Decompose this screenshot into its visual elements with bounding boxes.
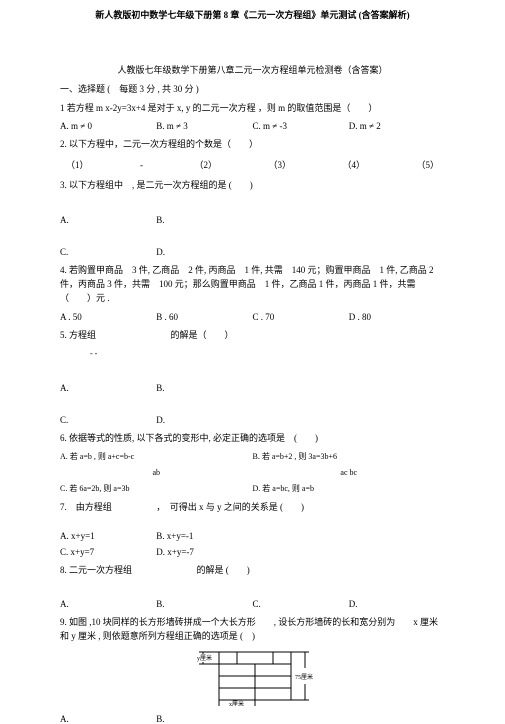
q8-opt-d: D.	[349, 599, 445, 609]
q9: 9. 如图 ,10 块同样的长方形墙砖拼成一个大长方形 , 设长方形墙砖的长和宽…	[60, 615, 445, 644]
q2-sub1-dash: -	[140, 158, 143, 172]
q7-opt-b: B. x+y=-1	[156, 531, 252, 541]
q3-row1: A. B.	[60, 215, 445, 225]
q4-options: A . 50 B . 60 C . 70 D . 80	[60, 312, 445, 322]
q8-opt-c: C.	[253, 599, 349, 609]
q5-row1: A. B.	[60, 383, 445, 393]
fig-label-right: 75厘米	[295, 673, 313, 681]
q8-options: A. B. C. D.	[60, 599, 445, 609]
q7-row1: A. x+y=1 B. x+y=-1	[60, 531, 445, 541]
q2-sub2: （2）	[194, 158, 217, 172]
q9-opt-b: B.	[156, 714, 252, 724]
q5-opt-b: B.	[156, 383, 252, 393]
q3-opt-d: D.	[156, 247, 252, 257]
q4-opt-d: D . 80	[349, 312, 445, 322]
q2-sub3: （3）	[268, 158, 291, 172]
q1-opt-a: A. m ≠ 0	[60, 121, 156, 131]
q6-row2: C. 若 6a=2b, 则 a=3b D. 若 a=bc, 则 a=b	[60, 483, 445, 494]
section1-heading: 一、选择题 ( 每题 3 分 , 共 30 分 )	[60, 82, 445, 95]
q7-opt-d: D. x+y=-7	[156, 547, 252, 557]
q2-subs: （1） - （2） （3） （4） （5）	[60, 158, 445, 172]
q5-opt-d: D.	[156, 415, 252, 425]
q3: 3. 以下方程组中 , 是二元一次方程组的是 ( )	[60, 178, 445, 192]
subtitle: 人教版七年级数学下册第八章二元一次方程组单元检测卷（含答案）	[60, 63, 445, 76]
fig-label-bottom: x厘米	[229, 700, 244, 706]
q1-options: A. m ≠ 0 B. m ≠ 3 C. m ≠ -3 D. m ≠ 2	[60, 121, 445, 131]
q6-opt-b: B. 若 a=b+2 , 则 3a=3b+6	[253, 451, 446, 462]
q2-sub5: （5）	[416, 158, 439, 172]
q9-options: A. B.	[60, 714, 445, 724]
q9-figure: y厘米 75厘米 x厘米	[60, 650, 445, 708]
q1-opt-d: D. m ≠ 2	[349, 121, 445, 131]
q6-sub-r: ac bc	[253, 468, 446, 477]
q3-opt-a: A.	[60, 215, 156, 225]
fig-label-left: y厘米	[197, 654, 212, 662]
q1-opt-c: C. m ≠ -3	[253, 121, 349, 131]
page-header: 新人教版初中数学七年级下册第 8 章《二元一次方程组》单元测试 (含答案解析)	[60, 8, 445, 21]
q5: 5. 方程组 的解是（ ）	[60, 328, 445, 342]
q6-opt-a: A. 若 a=b , 则 a+c=b-c	[60, 451, 253, 462]
q6: 6. 依据等式的性质, 以下各式的变形中, 必定正确的选项是 ( )	[60, 431, 445, 445]
q9-opt-a: A.	[60, 714, 156, 724]
q8: 8. 二元一次方程组 的解是 ( )	[60, 563, 445, 577]
q1-opt-b: B. m ≠ 3	[156, 121, 252, 131]
q5-sys: - -	[90, 348, 445, 361]
q4-opt-c: C . 70	[253, 312, 349, 322]
q5-row2: C. D.	[60, 415, 445, 425]
q6-opt-c: C. 若 6a=2b, 则 a=3b	[60, 483, 253, 494]
q5-opt-c: C.	[60, 415, 156, 425]
q3-opt-b: B.	[156, 215, 252, 225]
q4: 4. 若购置甲商品 3 件, 乙商品 2 件, 丙商品 1 件, 共需 140 …	[60, 263, 445, 306]
q1: 1 若方程 m x-2y=3x+4 是对于 x, y 的二元一次方程 ，则 m …	[60, 101, 445, 115]
q8-opt-b: B.	[156, 599, 252, 609]
q3-opt-c: C.	[60, 247, 156, 257]
q6-opt-d: D. 若 a=bc, 则 a=b	[253, 483, 446, 494]
q6-sub-l: ab	[60, 468, 253, 477]
q4-opt-a: A . 50	[60, 312, 156, 322]
q7: 7. 由方程组 ， 可得出 x 与 y 之间的关系是 ( )	[60, 500, 445, 514]
q4-opt-b: B . 60	[156, 312, 252, 322]
q2-sub4: （4）	[342, 158, 365, 172]
q5-opt-a: A.	[60, 383, 156, 393]
q6-row1b: ab ac bc	[60, 468, 445, 477]
q8-opt-a: A.	[60, 599, 156, 609]
q2: 2. 以下方程中，二元一次方程组的个数是（ ）	[60, 137, 445, 151]
q6-row1: A. 若 a=b , 则 a+c=b-c B. 若 a=b+2 , 则 3a=3…	[60, 451, 445, 462]
q7-opt-c: C. x+y=7	[60, 547, 156, 557]
q7-row2: C. x+y=7 D. x+y=-7	[60, 547, 445, 557]
q2-sub1: （1）	[66, 158, 89, 172]
q7-opt-a: A. x+y=1	[60, 531, 156, 541]
q3-row2: C. D.	[60, 247, 445, 257]
